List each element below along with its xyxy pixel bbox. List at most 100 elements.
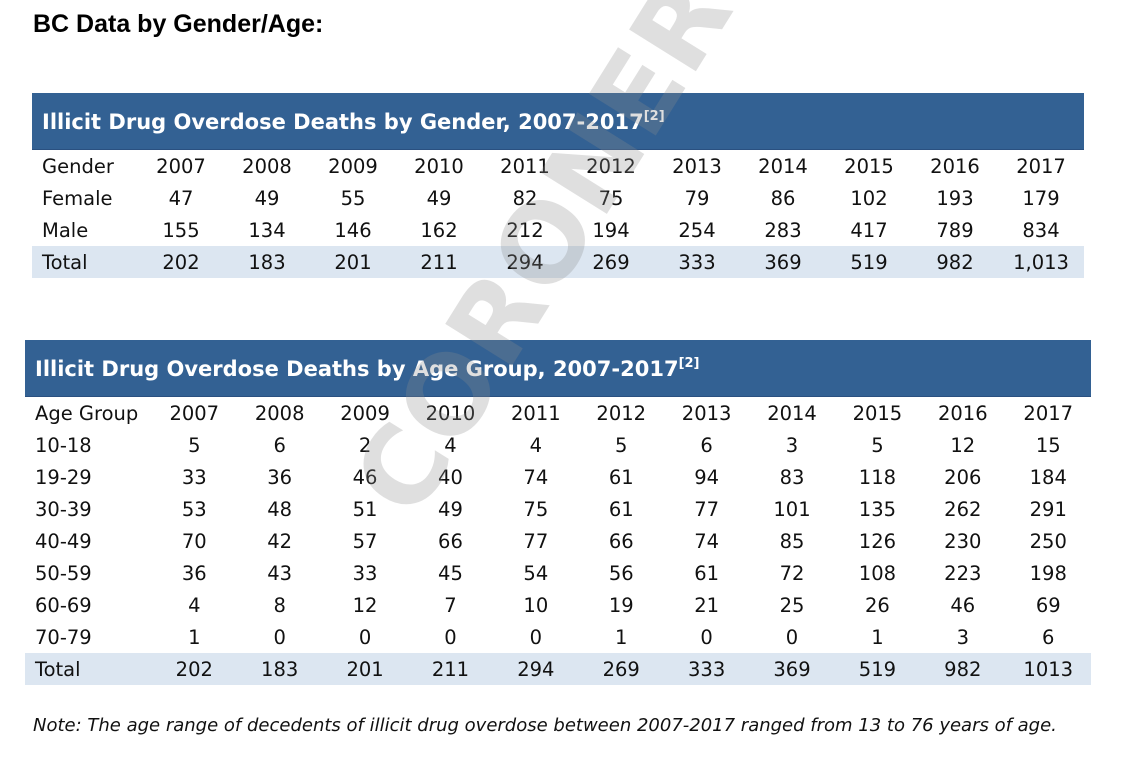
table-cell: 19 (608, 593, 634, 617)
table-cell: 0 (358, 625, 372, 649)
column-header: 2010 (425, 401, 476, 425)
table-cell: 79 (684, 186, 710, 210)
gender-header-row: Gender 2007 2008 2009 2010 2011 2012 2013 2014 20… (32, 150, 1084, 183)
table-cell: 72 (779, 561, 805, 585)
table-cell: 66 (608, 529, 634, 553)
table-row: 70-79 1 0 0 0 0 1 0 0 1 3 6 (25, 621, 1091, 653)
table-cell: 33 (181, 465, 207, 489)
table-cell: 49 (438, 497, 463, 521)
table-cell: 333 (663, 653, 750, 685)
column-header: 2015 (852, 401, 903, 425)
table-cell: 94 (694, 465, 720, 489)
table-cell: 3 (956, 625, 969, 649)
table-cell: 0 (700, 625, 713, 649)
table-cell: 48 (267, 497, 293, 521)
table-cell: 36 (267, 465, 293, 489)
column-header: 2008 (242, 154, 292, 178)
table-cell: 283 (764, 218, 802, 242)
column-header: 2016 (937, 401, 988, 425)
table-row: 40-49 70 42 57 66 77 66 74 85 126 230 250 (25, 525, 1091, 557)
row-label: 40-49 (35, 529, 92, 553)
table-cell: 206 (944, 465, 982, 489)
table-cell: 36 (181, 561, 207, 585)
table-row: 30-39 53 48 51 49 75 61 77 101 135 262 291 (25, 493, 1091, 525)
table-cell: 789 (936, 218, 974, 242)
column-header: 2011 (511, 401, 561, 425)
table-cell: 1 (188, 625, 201, 649)
table-cell: 294 (482, 246, 568, 278)
age-group-table: Illicit Drug Overdose Deaths by Age Grou… (25, 340, 1091, 685)
row-label: 70-79 (35, 625, 92, 649)
table-cell: 6 (273, 433, 286, 457)
column-header: 2008 (254, 401, 305, 425)
table-cell: 83 (779, 465, 805, 489)
table-cell: 33 (352, 561, 378, 585)
age-caption-ref: [2] (678, 355, 700, 371)
table-cell: 56 (608, 561, 634, 585)
table-cell: 5 (615, 433, 628, 457)
row-label: Total (32, 246, 138, 278)
table-cell: 45 (438, 561, 463, 585)
table-cell: 26 (864, 593, 890, 617)
table-cell: 519 (826, 246, 912, 278)
table-cell: 82 (512, 186, 538, 210)
table-cell: 230 (944, 529, 982, 553)
table-cell: 0 (785, 625, 799, 649)
table-cell: 3 (785, 433, 799, 457)
table-cell: 10 (523, 593, 549, 617)
table-cell: 519 (834, 653, 921, 685)
column-header: Age Group (35, 401, 139, 425)
row-label: Male (42, 218, 89, 242)
row-label: 10-18 (35, 433, 92, 457)
row-label: Total (25, 653, 152, 685)
table-cell: 6 (700, 433, 713, 457)
table-cell: 6 (1042, 625, 1055, 649)
table-cell: 184 (1029, 465, 1067, 489)
page-heading: BC Data by Gender/Age: (33, 10, 324, 38)
column-header: 2014 (767, 401, 817, 425)
table-cell: 179 (1022, 186, 1060, 210)
table-row: Female 47 49 55 49 82 75 79 86 102 193 179 (32, 182, 1084, 214)
table-cell: 126 (858, 529, 897, 553)
table-cell: 417 (850, 218, 888, 242)
column-header: 2009 (328, 154, 378, 178)
column-header: 2013 (672, 154, 722, 178)
table-cell: 4 (529, 433, 543, 457)
age-table-caption: Illicit Drug Overdose Deaths by Age Grou… (25, 340, 1091, 397)
table-cell: 49 (426, 186, 452, 210)
row-label: 19-29 (35, 465, 92, 489)
table-cell: 201 (310, 246, 396, 278)
gender-table-caption: Illicit Drug Overdose Deaths by Gender, … (32, 93, 1085, 150)
table-cell: 183 (224, 246, 310, 278)
table-cell: 42 (267, 529, 293, 553)
table-cell: 102 (850, 186, 888, 210)
table-cell: 43 (267, 561, 293, 585)
column-header: 2017 (1023, 401, 1074, 425)
table-cell: 4 (188, 593, 201, 617)
table-cell: 55 (340, 186, 366, 210)
table-cell: 75 (598, 186, 624, 210)
table-cell: 69 (1035, 593, 1061, 617)
table-cell: 162 (420, 218, 458, 242)
table-cell: 75 (523, 497, 549, 521)
age-header-row: Age Group 2007 2008 2009 2010 2011 2012 2013 201… (25, 397, 1091, 430)
column-header: 2009 (340, 401, 390, 425)
column-header: 2007 (156, 154, 206, 178)
column-header: 2013 (681, 401, 732, 425)
table-cell: 211 (396, 246, 482, 278)
row-label: 30-39 (35, 497, 92, 521)
table-cell: 49 (254, 186, 280, 210)
table-cell: 333 (654, 246, 740, 278)
gender-caption-ref: [2] (643, 108, 665, 124)
table-cell: 108 (858, 561, 897, 585)
table-cell: 5 (871, 433, 884, 457)
table-cell: 77 (523, 529, 549, 553)
table-cell: 4 (444, 433, 457, 457)
table-cell: 12 (352, 593, 378, 617)
table-cell: 74 (694, 529, 720, 553)
column-header: 2016 (930, 154, 980, 178)
table-cell: 66 (438, 529, 463, 553)
table-cell: 269 (578, 653, 664, 685)
table-row: 10-18 5 6 2 4 4 5 6 3 5 12 15 (25, 429, 1091, 461)
table-cell: 46 (352, 465, 378, 489)
